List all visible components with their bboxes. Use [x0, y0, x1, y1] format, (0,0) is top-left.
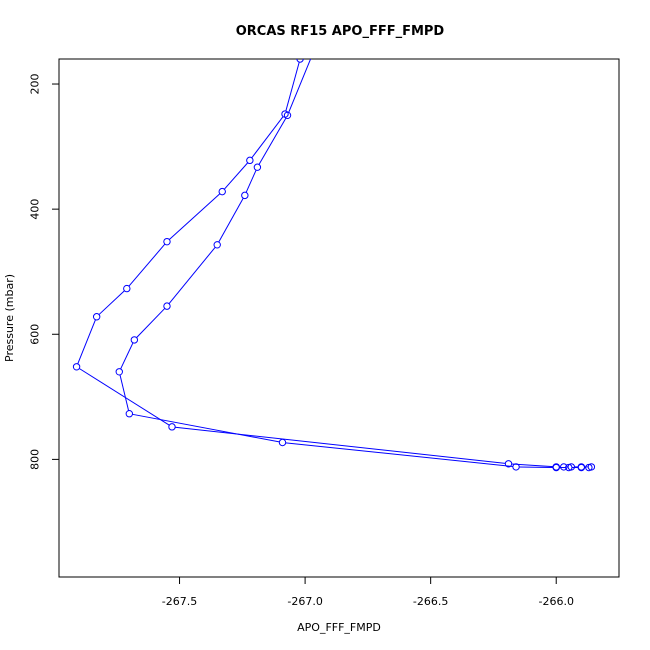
series-segment [98, 290, 125, 315]
x-tick-label: -266.0 [538, 595, 573, 608]
series-segment [169, 193, 221, 240]
data-point [504, 460, 513, 468]
data-point [278, 438, 287, 447]
data-point [283, 111, 292, 120]
series-segment [128, 243, 166, 287]
series-segment [519, 466, 554, 468]
data-point [577, 463, 586, 472]
data-point [560, 463, 568, 471]
y-tick-label: 800 [29, 449, 42, 470]
series-segment [258, 117, 287, 165]
y-tick-label: 600 [29, 324, 42, 345]
data-point [213, 241, 221, 249]
series-segment [223, 162, 249, 190]
series-segment [77, 319, 96, 365]
series-segment [132, 413, 280, 443]
series-layer [72, 59, 596, 472]
x-tick-label: -267.0 [287, 595, 322, 608]
data-point [246, 156, 254, 165]
data-point [241, 191, 249, 200]
data-point [168, 423, 176, 431]
series-segment [119, 374, 130, 411]
series-segment [218, 197, 244, 243]
data-point [115, 368, 123, 376]
data-point [92, 313, 101, 321]
series-segment [136, 308, 166, 338]
series-2 [115, 59, 593, 472]
series-segment [79, 368, 170, 426]
y-axis: 200 400 600 800 [29, 74, 59, 470]
y-axis-label: Pressure (mbar) [3, 274, 16, 362]
data-point [218, 187, 226, 196]
data-point [585, 463, 593, 472]
x-axis: -267.5 -267.0 -266.5 -266.0 [162, 577, 574, 608]
series-segment [120, 342, 134, 370]
data-point [163, 302, 171, 310]
data-point [253, 163, 262, 171]
data-point [296, 59, 304, 63]
data-point [565, 463, 573, 472]
plot-frame [58, 58, 620, 578]
series-segment [285, 442, 513, 468]
series-1 [72, 59, 596, 471]
chart-title: ORCAS RF15 APO_FFF_FMPD [236, 24, 445, 39]
series-segment [168, 246, 216, 304]
data-point [72, 363, 81, 371]
x-tick-label: -266.5 [413, 595, 448, 608]
series-segment [288, 59, 312, 113]
data-point [125, 410, 134, 418]
series-segment [285, 61, 300, 112]
y-tick-label: 400 [29, 199, 42, 220]
data-point [123, 284, 131, 293]
y-tick-label: 200 [29, 74, 42, 95]
x-tick-label: -267.5 [162, 595, 197, 608]
data-point [130, 336, 139, 344]
series-segment [251, 116, 284, 159]
data-point [512, 463, 520, 471]
series-segment [175, 426, 506, 464]
x-axis-label: APO_FFF_FMPD [297, 621, 381, 634]
series-segment [245, 169, 257, 193]
data-point [552, 463, 560, 472]
data-point [163, 237, 171, 246]
